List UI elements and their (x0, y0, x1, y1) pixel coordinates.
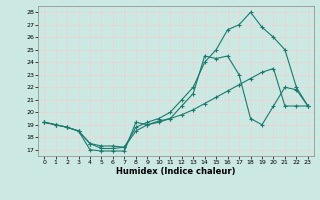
X-axis label: Humidex (Indice chaleur): Humidex (Indice chaleur) (116, 167, 236, 176)
